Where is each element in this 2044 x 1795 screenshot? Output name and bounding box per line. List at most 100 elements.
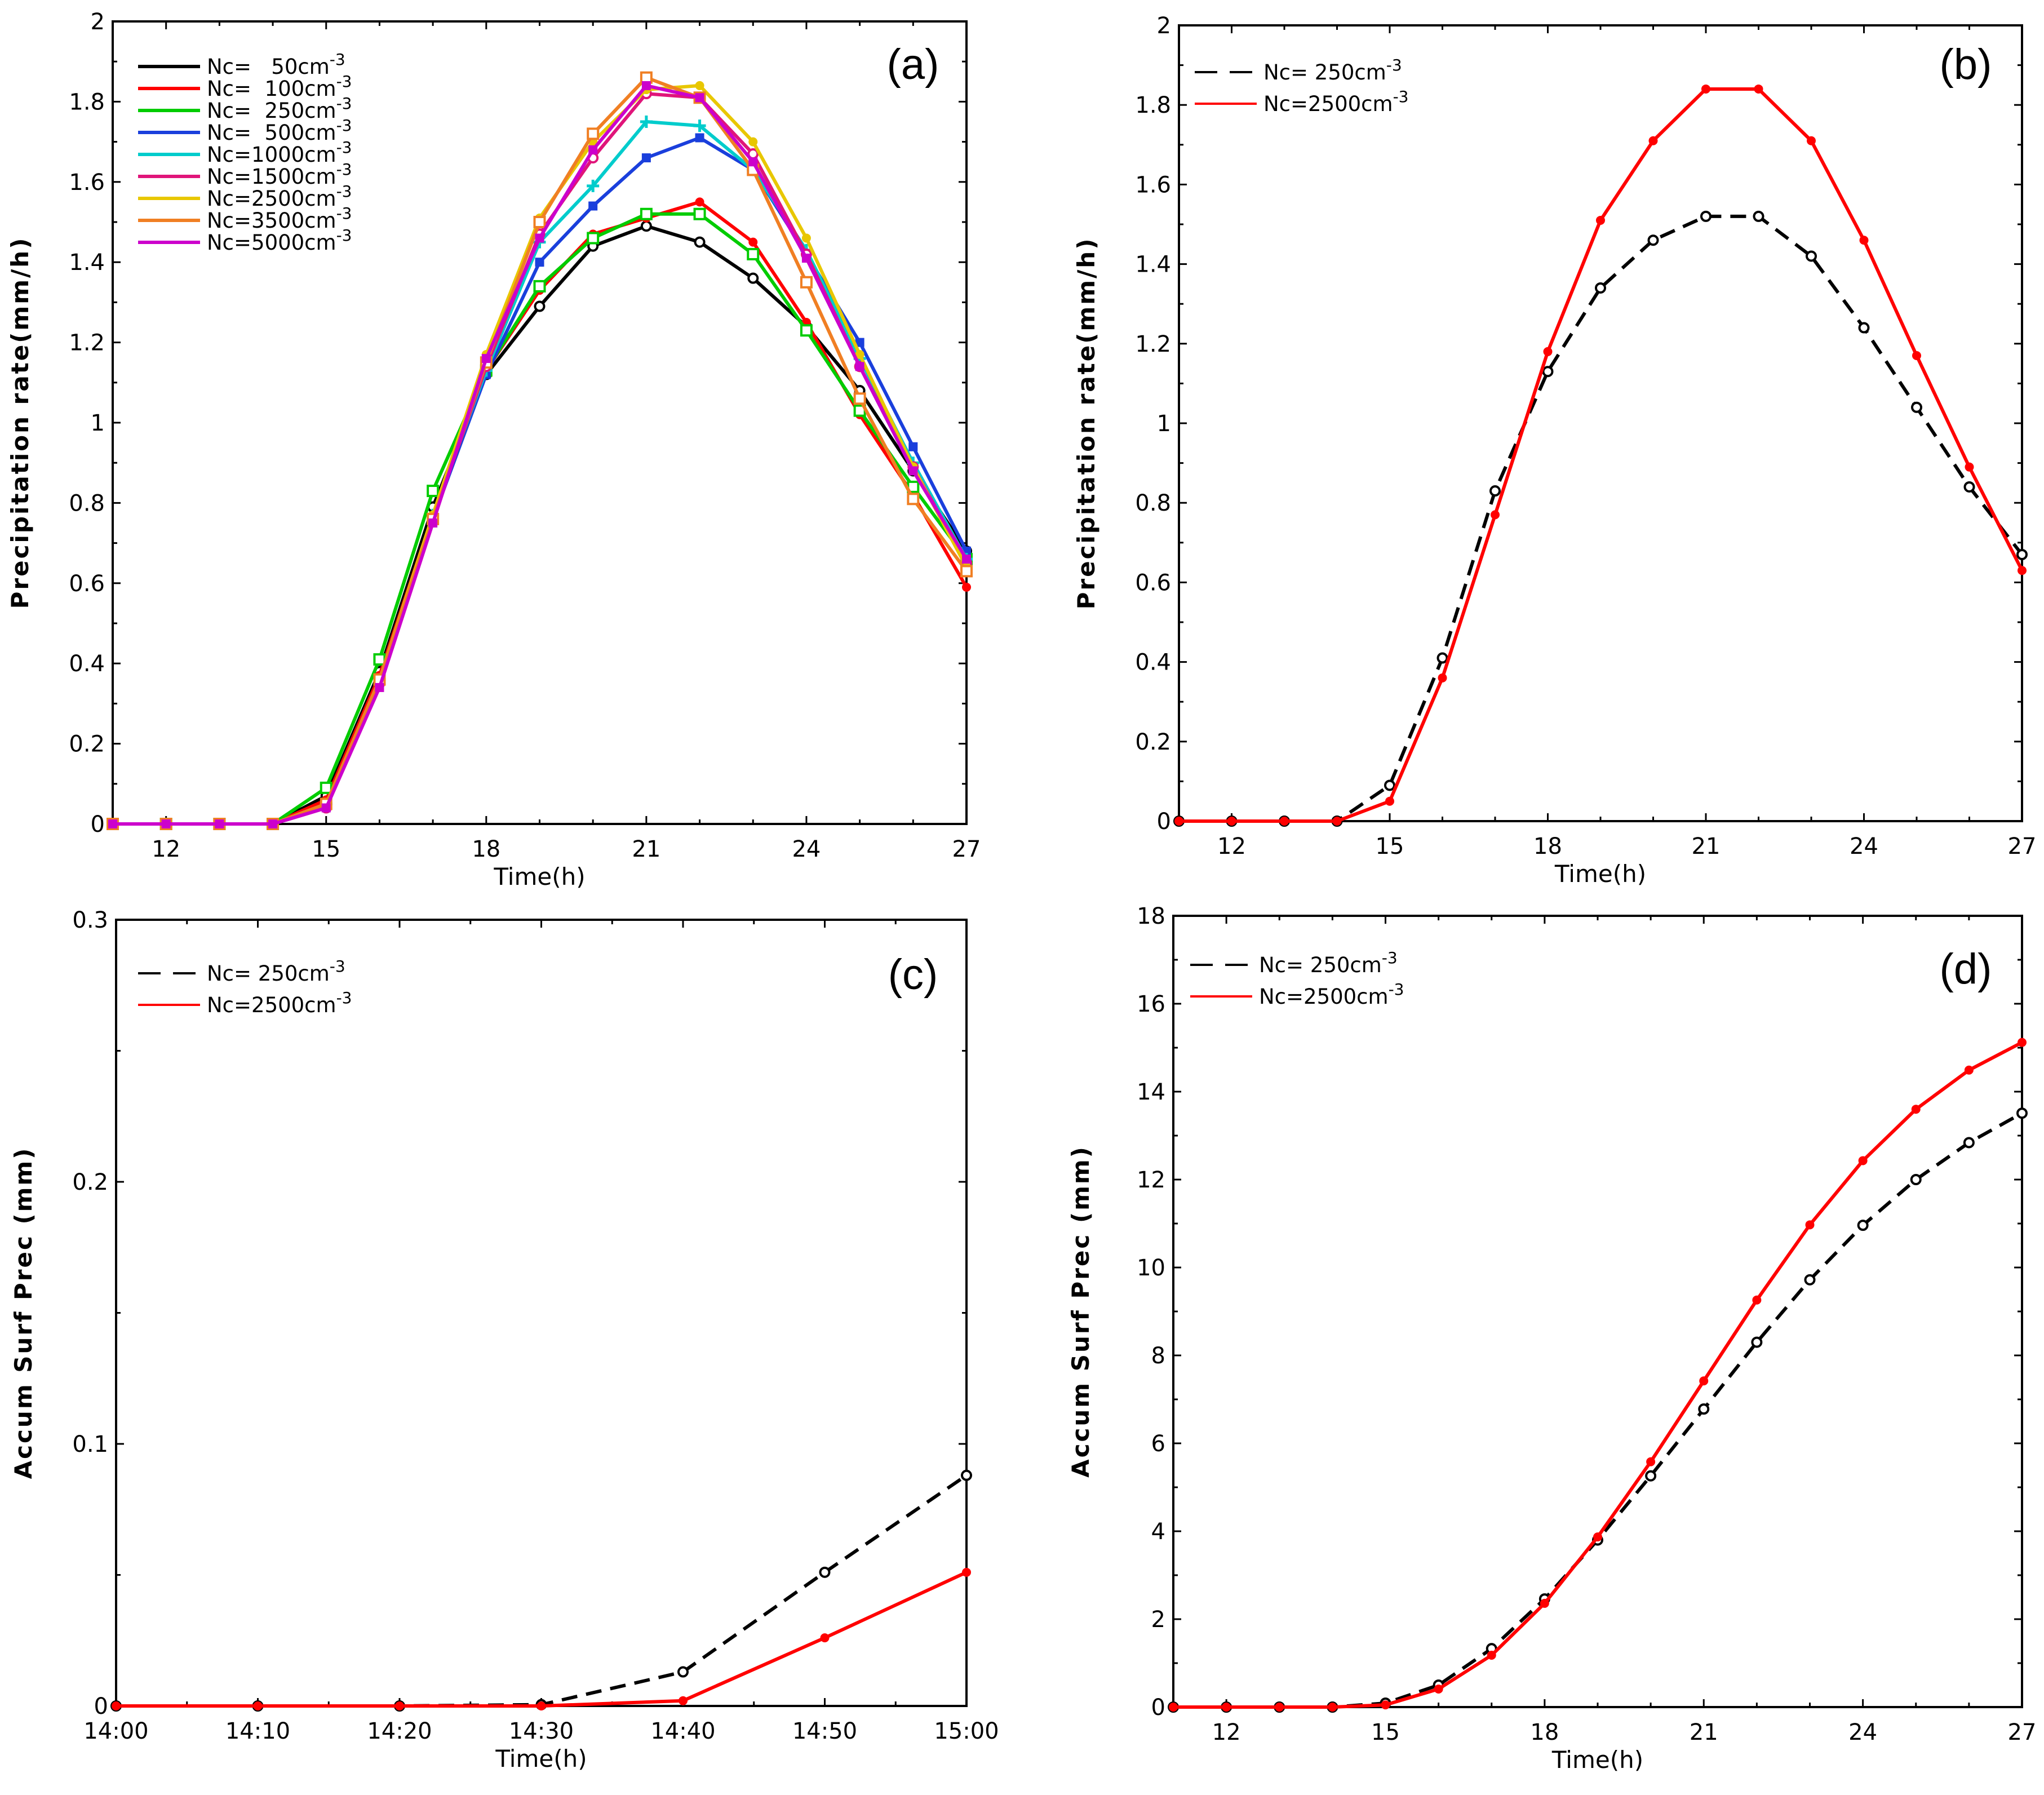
data-point [693, 119, 706, 132]
x-tick-label: 12 [1212, 1719, 1241, 1745]
data-point [1381, 1700, 1390, 1710]
data-point [748, 157, 758, 167]
legend-label: Nc= 100cm-3 [207, 72, 352, 101]
x-axis-label: Time(h) [495, 1745, 587, 1772]
series-nc-2500cm [1169, 1038, 2027, 1712]
legend-label-exponent: -3 [1382, 949, 1398, 967]
y-tick-label: 1 [1157, 411, 1171, 437]
x-tick-label: 14:30 [509, 1718, 574, 1744]
legend-label-exponent: -3 [1389, 980, 1404, 999]
series-nc-5000cm [108, 81, 971, 828]
data-point [373, 653, 386, 666]
data-point [908, 442, 918, 451]
data-point [1434, 1685, 1443, 1694]
series-line [116, 1571, 968, 1708]
series-line [1179, 87, 2024, 823]
data-point [748, 137, 758, 147]
legend-label: Nc=2500cm-3 [1263, 87, 1409, 116]
y-tick-label: 6 [1151, 1431, 1165, 1457]
legend: Nc= 50cm-3Nc= 100cm-3Nc= 250cm-3Nc= 500c… [138, 50, 352, 255]
data-point [481, 354, 491, 364]
legend-label: Nc= 250cm-3 [207, 94, 352, 123]
plot-frame [115, 919, 968, 1707]
data-point [800, 324, 813, 337]
series-nc-2500cm [1174, 84, 2027, 826]
y-tick-label: 0.3 [72, 907, 108, 933]
x-tick-label: 21 [632, 836, 660, 862]
y-tick-label: 10 [1137, 1255, 1165, 1281]
legend-label: Nc=5000cm-3 [207, 226, 352, 255]
legend-label-exponent: -3 [1393, 87, 1409, 106]
data-point [1806, 250, 1817, 262]
data-point [641, 153, 651, 163]
data-point [427, 485, 440, 498]
series-line [113, 200, 968, 826]
y-tick-label: 1.6 [69, 170, 105, 196]
x-axis-label: Time(h) [493, 863, 585, 890]
plot-frame [1178, 24, 2023, 822]
legend-label: Nc= 500cm-3 [207, 116, 352, 145]
legend: Nc= 250cm-3Nc=2500cm-3 [138, 957, 352, 1017]
panel-label: (d) [1940, 945, 1992, 993]
data-point [533, 280, 546, 292]
data-point [1280, 817, 1289, 826]
legend-label-exponent: -3 [336, 204, 352, 223]
x-tick-label: 12 [152, 836, 180, 862]
data-point [1436, 652, 1448, 664]
y-tick-label: 0.6 [1135, 570, 1171, 596]
y-tick-label: 0 [91, 812, 105, 837]
legend-label-text: Nc=3500cm [207, 209, 336, 233]
legend-label-text: Nc=2500cm [1259, 985, 1389, 1009]
y-tick-label: 1.4 [1135, 252, 1171, 278]
panel-c-accumulated-precipitation: 0 0.1 0.2 0.3 14:00 14:10 14:20 14:30 14:40 14:50… [10, 907, 999, 1772]
x-tick-label: 21 [1692, 834, 1721, 859]
data-point [1645, 1470, 1657, 1482]
data-point [1487, 1650, 1496, 1660]
y-tick-label: 1.4 [69, 250, 105, 276]
x-tick-label: 27 [952, 836, 981, 862]
data-point [1807, 136, 1816, 145]
legend-label-text: Nc=1500cm [207, 165, 336, 189]
legend-label: Nc= 250cm-3 [1263, 56, 1402, 85]
x-axis-label: Time(h) [1551, 1746, 1643, 1774]
data-point [1222, 1703, 1231, 1712]
y-tick-label: 0.4 [1135, 650, 1171, 676]
data-point [112, 1701, 121, 1710]
y-tick-label: 0.8 [1135, 490, 1171, 516]
legend-label-text: Nc= 500cm [207, 121, 336, 145]
x-tick-label: 18 [1530, 1719, 1559, 1745]
data-point [1754, 84, 1763, 94]
data-point [588, 145, 598, 154]
y-tick-label: 8 [1151, 1343, 1165, 1369]
x-tick-label: 27 [2008, 1719, 2037, 1745]
series-nc-100cm [108, 197, 971, 828]
data-point [640, 116, 653, 128]
x-tick-label: 24 [1848, 1719, 1877, 1745]
legend-label-text: Nc=1000cm [207, 143, 336, 167]
data-point [1858, 322, 1870, 334]
data-point [695, 81, 704, 90]
data-point [1275, 1703, 1284, 1712]
legend-label-text: Nc=2500cm [1263, 92, 1393, 116]
x-tick-label: 21 [1690, 1719, 1718, 1745]
series-nc-250cm [1173, 210, 2028, 827]
legend-label: Nc=1500cm-3 [207, 160, 352, 189]
data-point [640, 220, 652, 232]
y-tick-label: 1.2 [69, 330, 105, 356]
series-nc-250cm [110, 1469, 972, 1712]
legend-label: Nc= 250cm-3 [1259, 949, 1398, 977]
data-point [1595, 282, 1606, 294]
data-point [1965, 462, 1974, 472]
x-tick-label: 24 [1850, 834, 1878, 859]
legend-label-text: Nc= 250cm [1259, 953, 1382, 977]
data-point [855, 349, 864, 359]
x-tick-label: 24 [792, 836, 821, 862]
data-point [641, 81, 651, 90]
legend-label-text: Nc=2500cm [207, 993, 336, 1017]
data-point [962, 582, 971, 592]
data-point [961, 1469, 972, 1481]
data-point [253, 1701, 263, 1710]
data-point [747, 272, 759, 284]
y-tick-label: 2 [91, 9, 105, 35]
